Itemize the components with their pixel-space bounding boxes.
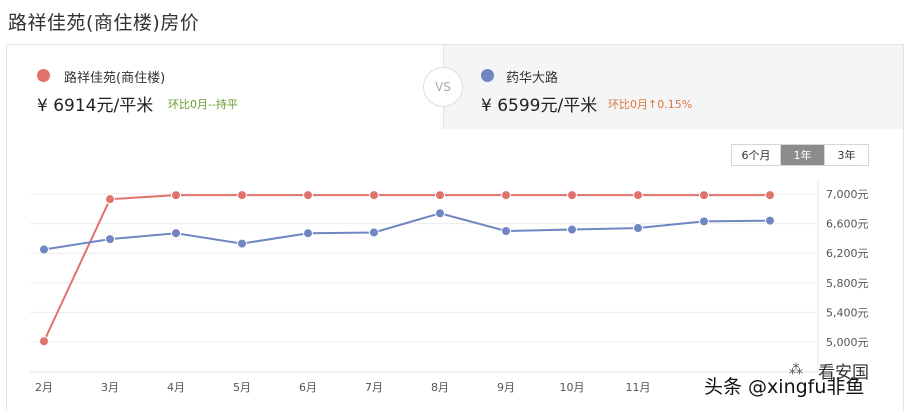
- x-tick-label: 6月: [299, 381, 317, 394]
- series-1-point: [105, 194, 115, 205]
- series-2-point: [699, 216, 709, 227]
- series-1-point: [369, 190, 379, 201]
- vs-badge: VS: [423, 67, 463, 107]
- x-tick-label: 10月: [560, 381, 585, 394]
- series-2-point: [237, 238, 247, 249]
- x-tick-label: 3月: [101, 381, 119, 394]
- series-2-point: [765, 215, 775, 226]
- watermark-handle: 头条 @xingfu非鱼: [704, 376, 865, 398]
- page-title: 路祥佳苑(商住楼)房价: [8, 12, 200, 34]
- x-tick-label: 8月: [431, 381, 449, 394]
- series-line-1: [43, 194, 770, 342]
- watermark-brand: 看安国: [818, 363, 869, 383]
- x-tick-label: 4月: [167, 381, 185, 394]
- series-1-point: [567, 190, 577, 201]
- compare-left[interactable]: 路祥佳苑(商住楼) ¥ 6914元/平米 环比0月--持平: [7, 45, 443, 129]
- range-tabs: 6个月 1年 3年: [731, 144, 869, 166]
- watermark-icon: ⁂: [789, 362, 803, 378]
- series-2-point: [369, 227, 379, 238]
- series-1-point: [171, 190, 181, 201]
- y-tick-label: 5,000元: [826, 336, 869, 349]
- series-2-point: [39, 244, 49, 255]
- compare-row: 路祥佳苑(商住楼) ¥ 6914元/平米 环比0月--持平 VS 药华大路 ¥ …: [7, 45, 903, 129]
- x-tick-label: 2月: [35, 381, 53, 394]
- series-1-point: [39, 336, 49, 347]
- x-tick-label: 11月: [626, 381, 651, 394]
- series-2-point: [105, 234, 115, 245]
- y-tick-label: 5,800元: [826, 277, 869, 290]
- left-price: ¥ 6914元/平米: [37, 96, 154, 116]
- series-2-point: [567, 224, 577, 235]
- series-1-point: [303, 190, 313, 201]
- y-tick-label: 5,400元: [826, 306, 869, 319]
- x-tick-label: 9月: [497, 381, 515, 394]
- series-1-point: [633, 190, 643, 201]
- left-series-dot: [37, 69, 50, 82]
- series-2-point: [303, 228, 313, 239]
- y-tick-label: 6,600元: [826, 218, 869, 231]
- series-1-point: [435, 190, 445, 201]
- tab-6-months[interactable]: 6个月: [732, 145, 780, 165]
- left-name: 路祥佳苑(商住楼): [64, 71, 166, 86]
- series-2-point: [435, 208, 445, 219]
- series-1-point: [237, 190, 247, 201]
- left-change: 环比0月--持平: [168, 98, 238, 111]
- tab-1-year[interactable]: 1年: [780, 145, 824, 165]
- series-2-point: [633, 223, 643, 234]
- right-name: 药华大路: [506, 71, 559, 86]
- x-tick-label: 7月: [365, 381, 383, 394]
- series-1-point: [699, 190, 709, 201]
- compare-right[interactable]: 药华大路 ¥ 6599元/平米 环比0月↑0.15%: [443, 45, 903, 129]
- y-tick-label: 7,000元: [826, 188, 869, 201]
- series-2-point: [171, 228, 181, 239]
- tab-3-years[interactable]: 3年: [824, 145, 868, 165]
- series-1-point: [765, 190, 775, 201]
- x-tick-label: 5月: [233, 381, 251, 394]
- right-series-dot: [481, 69, 494, 82]
- price-panel: 路祥佳苑(商住楼) ¥ 6914元/平米 环比0月--持平 VS 药华大路 ¥ …: [6, 44, 904, 411]
- series-1-point: [501, 190, 511, 201]
- right-price: ¥ 6599元/平米: [481, 96, 598, 116]
- y-tick-label: 6,200元: [826, 247, 869, 260]
- right-change: 环比0月↑0.15%: [608, 98, 693, 111]
- series-2-point: [501, 226, 511, 236]
- series-line-2: [43, 212, 771, 251]
